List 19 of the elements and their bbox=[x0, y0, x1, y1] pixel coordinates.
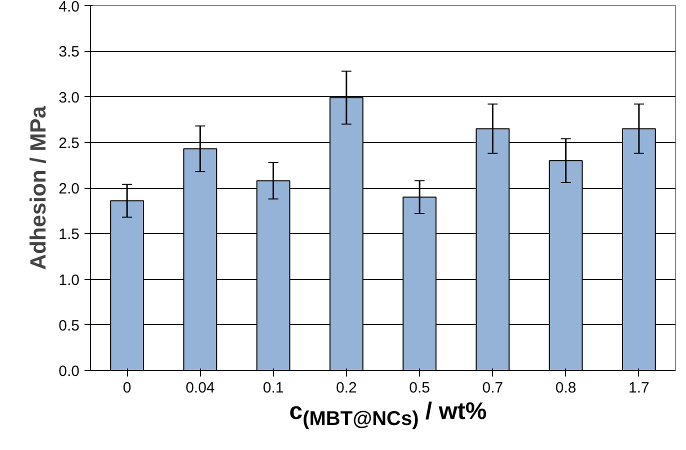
y-tick-label: 0.5 bbox=[58, 317, 80, 334]
y-tick-label: 3.5 bbox=[58, 44, 80, 61]
x-tick-label: 0.5 bbox=[409, 380, 430, 396]
y-tick-label: 1.0 bbox=[58, 272, 80, 289]
x-tick-label: 0.8 bbox=[555, 380, 576, 396]
y-tick-label: 2.0 bbox=[58, 180, 80, 198]
x-tick-label: 0.7 bbox=[482, 380, 504, 396]
x-axis-title: c$_{(MBT@NCs)}$ / wt% bbox=[288, 397, 488, 432]
y-axis-title: Adhesion / MPa bbox=[26, 105, 51, 270]
x-tick-label: 1.7 bbox=[628, 380, 650, 396]
x-tick-label: 0.2 bbox=[336, 380, 357, 396]
x-tick-label: 0 bbox=[122, 380, 132, 396]
y-tick-label: 4.0 bbox=[58, 0, 80, 16]
y-tick-label: 2.5 bbox=[58, 134, 80, 152]
y-tick-label: 3.0 bbox=[58, 89, 80, 106]
x-tick-label: 0.1 bbox=[262, 380, 284, 396]
x-tick-label: 0.04 bbox=[186, 380, 215, 396]
y-tick-label: 1.5 bbox=[58, 226, 80, 244]
y-tick-label: 0.0 bbox=[58, 363, 80, 380]
